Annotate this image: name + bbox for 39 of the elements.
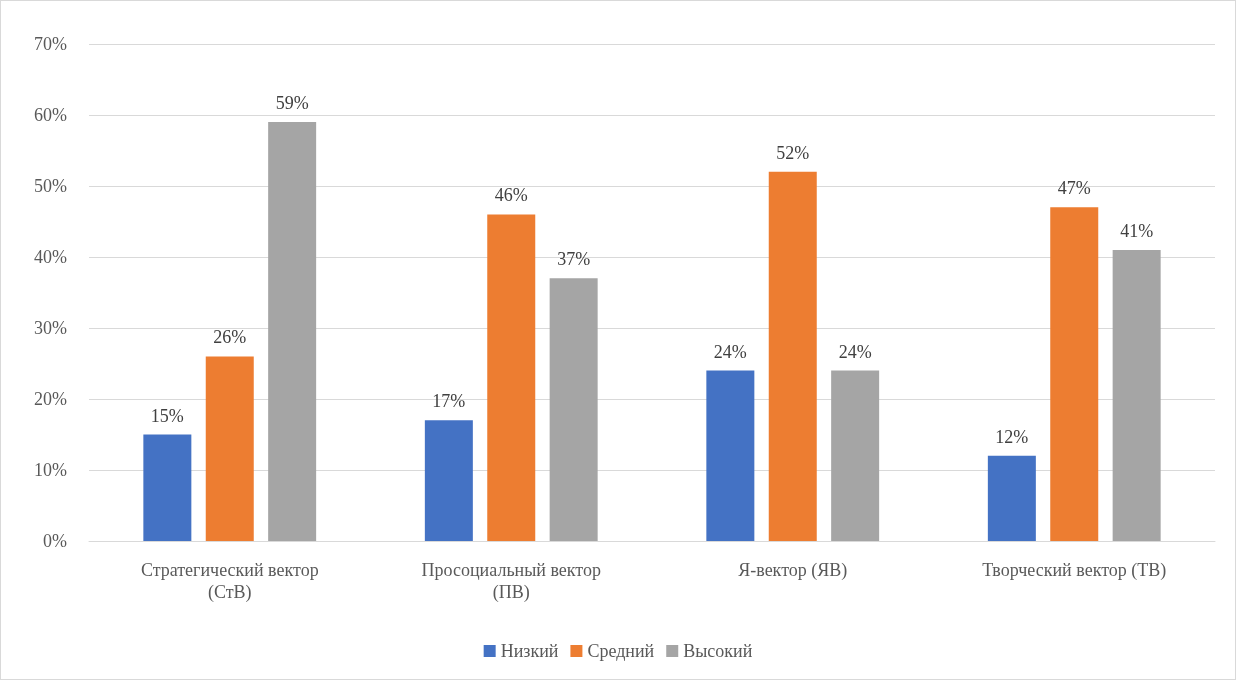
data-label: 52%	[776, 142, 810, 163]
x-tick-label: Стратегический вектор (СтВ)	[140, 560, 319, 603]
bar	[1112, 249, 1161, 541]
data-label: 24%	[713, 341, 747, 362]
data-label: 24%	[838, 341, 872, 362]
x-tick-label: Я-вектор (ЯВ)	[738, 560, 848, 581]
data-label: 59%	[275, 93, 309, 114]
y-tick-label: 40%	[34, 247, 67, 267]
legend-label: Низкий	[500, 641, 559, 661]
data-label: 47%	[1057, 178, 1091, 199]
data-label: 26%	[213, 327, 247, 348]
data-label: 46%	[494, 185, 528, 206]
data-label: 15%	[150, 405, 184, 426]
bar	[487, 214, 536, 541]
y-tick-label: 0%	[43, 531, 67, 551]
y-tick-label: 30%	[34, 318, 67, 338]
data-label: 41%	[1120, 220, 1154, 241]
data-label: 17%	[432, 391, 466, 412]
y-tick-label: 20%	[34, 389, 67, 409]
data-label: 37%	[557, 249, 591, 270]
bar	[706, 370, 755, 541]
legend-label: Высокий	[683, 641, 753, 661]
bar	[424, 420, 473, 541]
legend-label: Средний	[587, 641, 655, 661]
x-tick-label: Творческий вектор (ТВ)	[982, 560, 1167, 581]
bar	[549, 278, 598, 541]
bar	[1050, 207, 1099, 541]
y-tick-label: 10%	[34, 460, 67, 480]
bar	[143, 434, 192, 541]
bar	[831, 370, 880, 541]
x-tick-label: Просоциальный вектор (ПВ)	[421, 560, 601, 603]
bar	[205, 356, 254, 541]
bar	[268, 122, 317, 541]
y-tick-label: 70%	[34, 34, 67, 54]
bar	[987, 455, 1036, 541]
bar	[768, 171, 817, 541]
y-tick-label: 50%	[34, 176, 67, 196]
y-tick-label: 60%	[34, 105, 67, 125]
data-label: 12%	[995, 426, 1029, 447]
